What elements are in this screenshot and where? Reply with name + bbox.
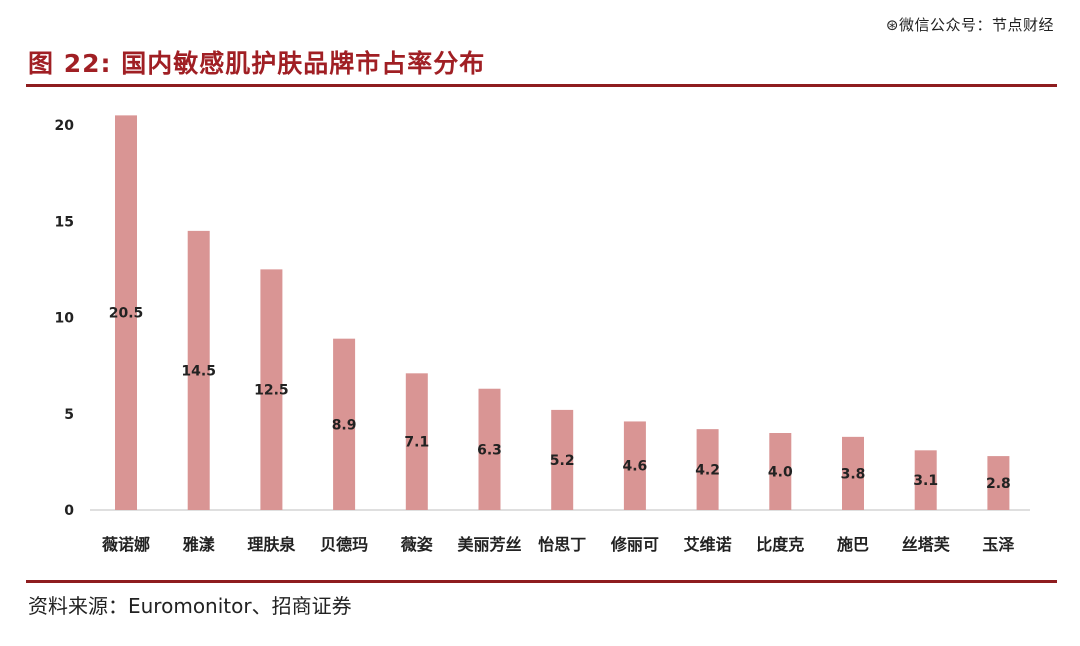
y-tick-label: 10	[55, 311, 75, 327]
x-category-label: 比度克	[756, 535, 804, 554]
x-category-label: 修丽可	[610, 535, 659, 554]
x-category-label: 薇诺娜	[102, 535, 150, 554]
bar-value-label: 2.8	[986, 476, 1011, 492]
source-note: 资料来源：Euromonitor、招商证券	[28, 594, 352, 618]
x-category-label: 贝德玛	[320, 535, 368, 554]
x-category-label: 玉泽	[982, 535, 1014, 554]
bar-value-label: 5.2	[550, 453, 575, 469]
bar	[187, 230, 210, 510]
bar	[405, 373, 428, 510]
watermark: ⊛微信公众号：节点财经	[885, 16, 1054, 34]
bar	[696, 429, 719, 510]
figure-title: 图 22: 国内敏感肌护肤品牌市占率分布	[28, 49, 486, 78]
bar-value-label: 4.0	[768, 465, 793, 481]
y-tick-label: 0	[64, 503, 74, 519]
x-category-label: 怡思丁	[538, 535, 586, 554]
bar-value-label: 12.5	[254, 383, 289, 399]
bar	[842, 436, 864, 510]
y-tick-label: 15	[55, 214, 74, 230]
data-labels: 20.5 14.5 12.5 8.9 7.1 6.3 5.2 4.6 4.2 4.0 3.8 3.1 2…	[109, 306, 1011, 492]
category-labels: 薇诺娜 雅漾 理肤泉 贝德玛 薇姿 美丽芳丝 怡思丁 修丽可 艾维诺 比度克 施巴 丝塔芙 玉泽	[102, 535, 1014, 554]
x-category-label: 施巴	[837, 535, 869, 554]
y-tick-label: 20	[55, 118, 75, 134]
bar	[333, 338, 356, 510]
bar-value-label: 3.1	[913, 473, 938, 489]
bar-value-label: 3.8	[841, 466, 866, 482]
x-category-label: 薇姿	[401, 535, 433, 554]
bar	[478, 388, 501, 510]
bar-value-label: 6.3	[477, 442, 502, 458]
x-category-label: 艾维诺	[684, 535, 732, 554]
title-rule	[26, 84, 1057, 87]
bar	[769, 433, 792, 510]
bar	[551, 409, 574, 510]
source-rule	[26, 580, 1057, 583]
y-axis-ticks: 0 5 10 15 20	[55, 118, 75, 519]
bar-value-label: 4.2	[695, 463, 720, 479]
bar	[115, 115, 137, 510]
bar	[260, 269, 283, 510]
bar-value-label: 7.1	[404, 435, 429, 451]
bars	[115, 115, 1010, 510]
bar-value-label: 8.9	[332, 417, 357, 433]
bar-value-label: 20.5	[109, 306, 144, 322]
bar	[914, 450, 937, 510]
bar-value-label: 14.5	[181, 363, 216, 379]
x-category-label: 丝塔芙	[902, 535, 951, 554]
x-category-label: 理肤泉	[247, 535, 296, 554]
x-category-label: 雅漾	[182, 535, 216, 554]
x-category-label: 美丽芳丝	[457, 535, 521, 554]
bar-value-label: 4.6	[622, 459, 647, 475]
y-tick-label: 5	[64, 407, 74, 423]
bar	[623, 421, 646, 510]
bar	[987, 456, 1010, 510]
